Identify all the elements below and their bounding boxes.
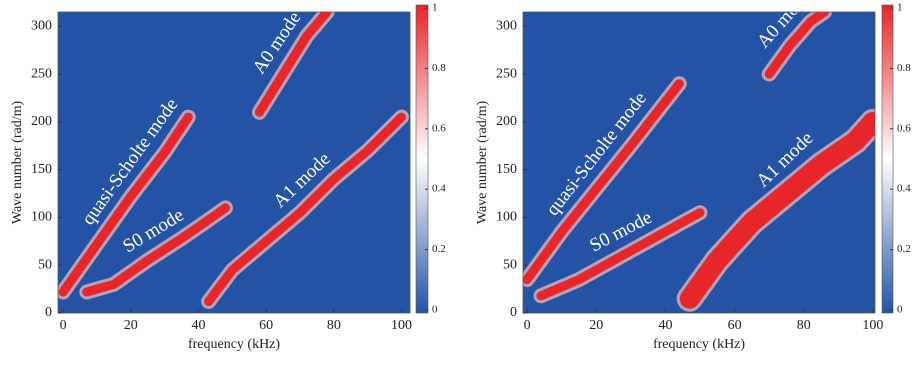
mode-band <box>254 12 332 117</box>
y-tick-label: 100 <box>31 210 52 225</box>
colorbar-tick-label: 0.2 <box>897 243 911 255</box>
x-axis-label: frequency (kHz) <box>653 337 745 352</box>
x-tick-label: 20 <box>124 318 138 333</box>
y-axis-label: Wave number (rad/m) <box>10 101 25 225</box>
x-tick-label: 100 <box>391 318 412 333</box>
colorbar-tick-label: 0.4 <box>432 183 446 195</box>
y-tick-label: 50 <box>503 257 517 272</box>
mode-band <box>679 111 875 309</box>
y-tick-label: 100 <box>496 210 517 225</box>
y-tick-label: 300 <box>31 19 52 34</box>
y-tick-label: 250 <box>31 66 52 81</box>
y-tick-label: 150 <box>31 162 52 177</box>
mode-band <box>523 79 684 285</box>
x-tick-label: 60 <box>259 318 273 333</box>
colorbar-tick-label: 1 <box>897 2 903 14</box>
x-tick-label: 20 <box>589 318 603 333</box>
mode-band <box>764 12 829 79</box>
plot-frame <box>522 11 876 314</box>
x-tick-label: 100 <box>862 318 883 333</box>
colorbar <box>415 4 429 314</box>
mode-band <box>82 203 230 297</box>
x-tick-label: 80 <box>327 318 341 333</box>
y-tick-label: 250 <box>496 66 517 81</box>
x-tick-label: 60 <box>728 318 742 333</box>
plot-frame <box>57 11 411 314</box>
y-tick-label: 200 <box>496 114 517 129</box>
colorbar-tick-label: 0.6 <box>897 122 911 134</box>
colorbar <box>881 4 894 314</box>
x-tick-label: 0 <box>524 318 531 333</box>
colorbar-tick-label: 0.4 <box>897 183 911 195</box>
y-axis-label: Wave number (rad/m) <box>475 101 490 225</box>
plot-clip <box>523 12 875 312</box>
colorbar-tick-label: 0 <box>897 304 903 316</box>
y-tick-label: 0 <box>45 305 52 320</box>
x-tick-label: 0 <box>60 318 67 333</box>
colorbar-tick-label: 0.8 <box>432 62 446 74</box>
colorbar-tick-label: 0 <box>432 304 438 316</box>
mode-band <box>204 112 406 306</box>
colorbar-tick-label: 1 <box>432 2 438 14</box>
y-tick-label: 200 <box>31 114 52 129</box>
colorbar-tick-label: 0.2 <box>432 243 446 255</box>
colorbar-tick-label: 0.6 <box>432 122 446 134</box>
y-tick-label: 0 <box>510 305 517 320</box>
x-tick-label: 40 <box>191 318 205 333</box>
x-tick-label: 40 <box>658 318 672 333</box>
x-axis-label: frequency (kHz) <box>188 337 280 352</box>
colorbar-tick-label: 0.8 <box>897 62 911 74</box>
y-tick-label: 150 <box>496 162 517 177</box>
plot-clip <box>58 12 409 309</box>
x-tick-label: 80 <box>797 318 811 333</box>
mode-band <box>58 112 193 297</box>
y-tick-label: 50 <box>38 257 52 272</box>
mode-band <box>536 208 705 301</box>
y-tick-label: 300 <box>496 19 517 34</box>
